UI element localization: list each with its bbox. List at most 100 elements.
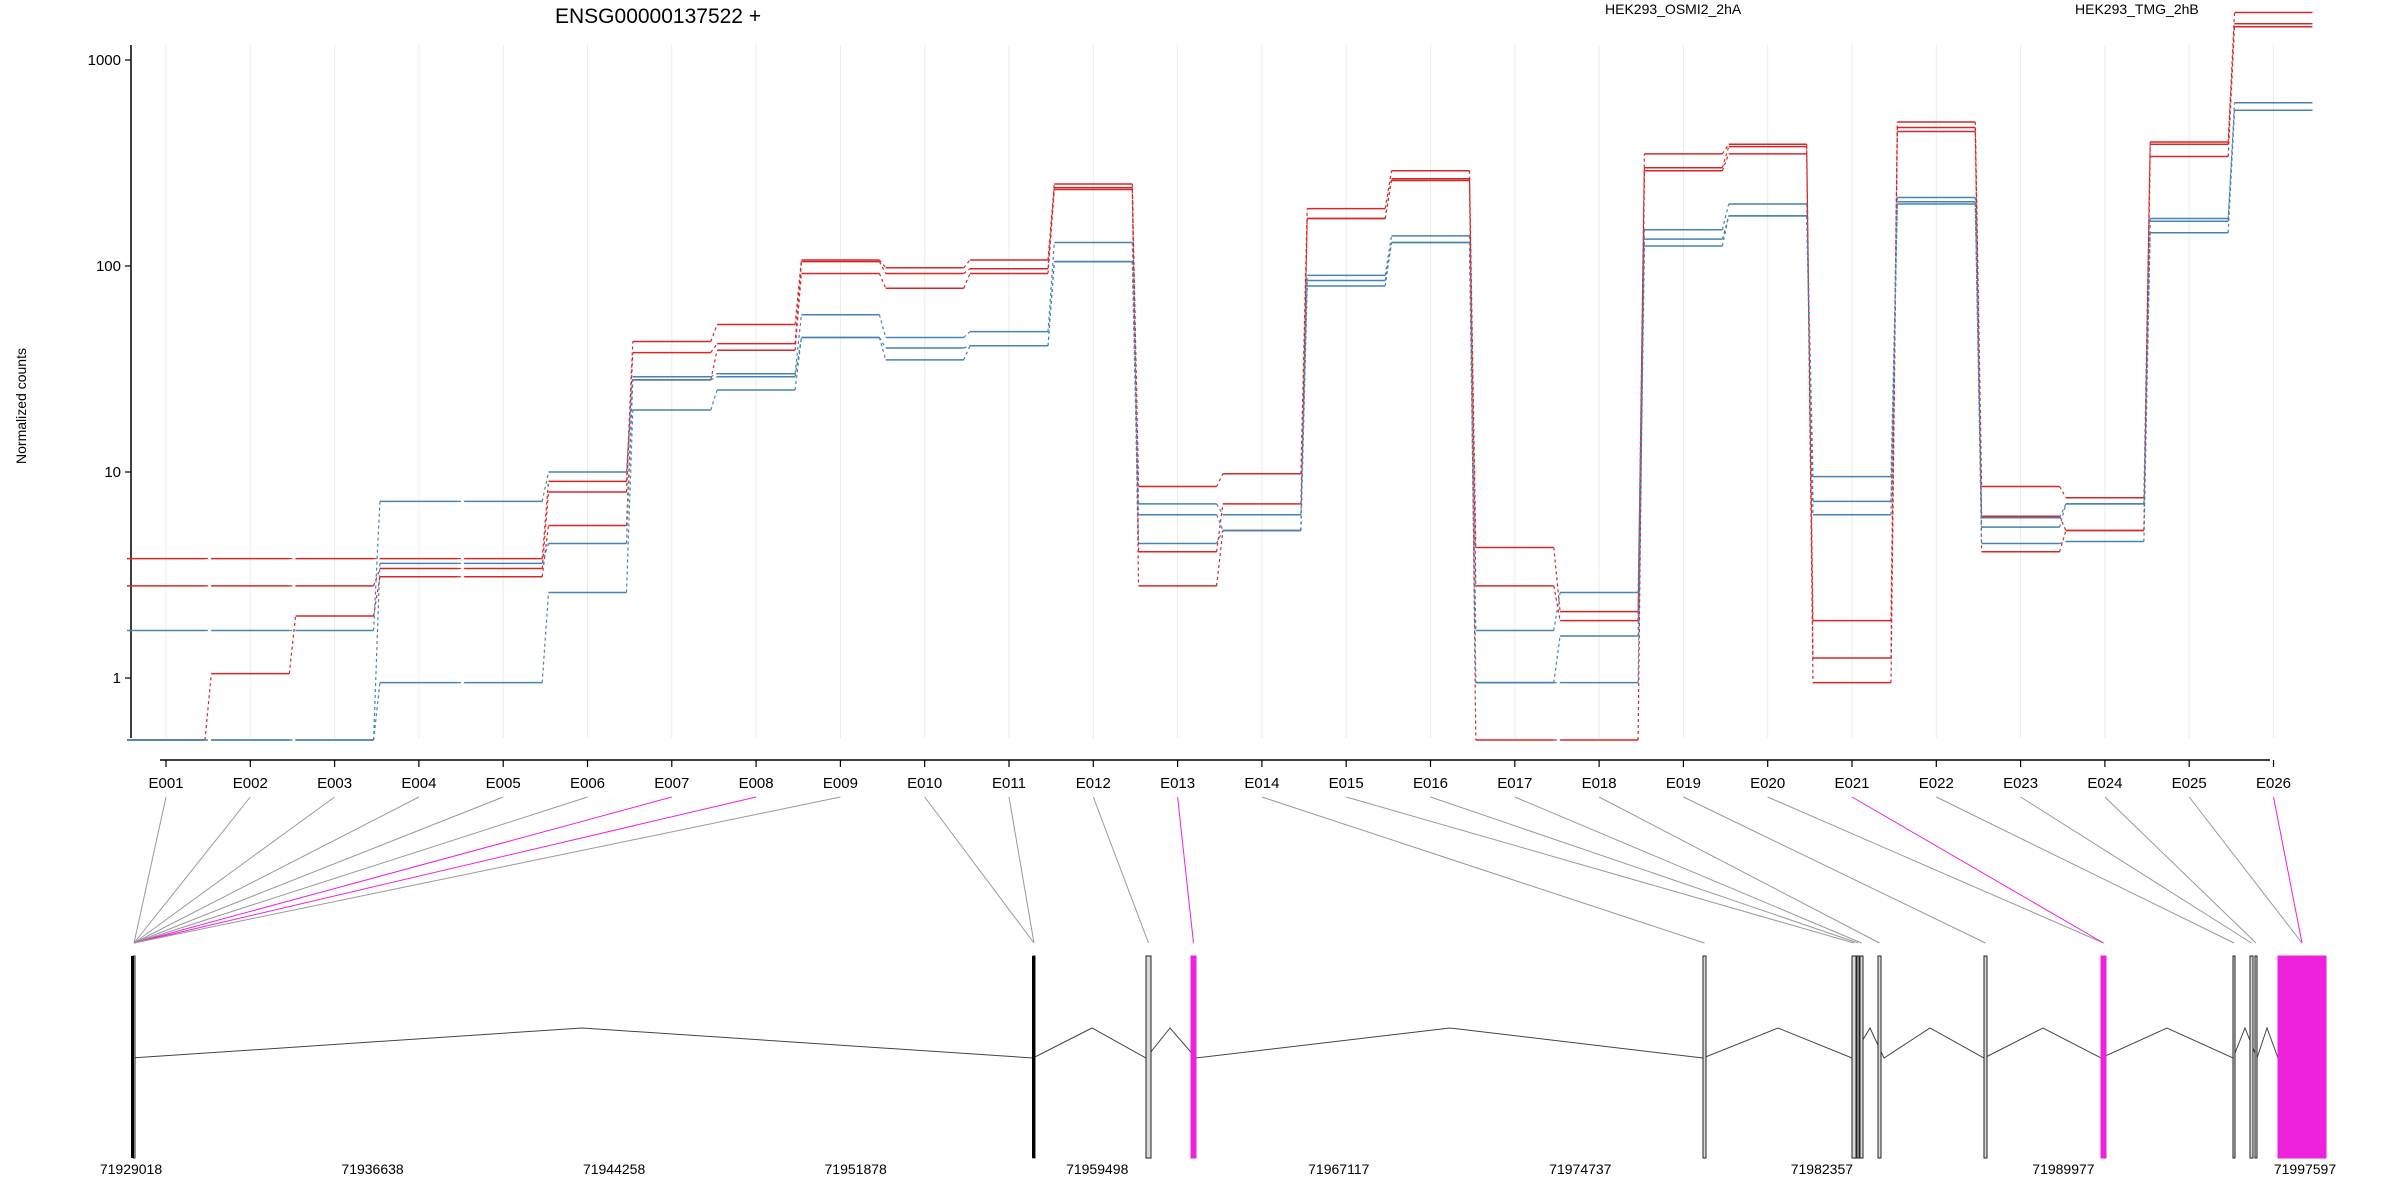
series-connector xyxy=(2227,110,2236,233)
exon-label: E004 xyxy=(401,775,436,792)
series-connector xyxy=(1637,239,1645,636)
series-connector xyxy=(2059,503,2067,518)
series-connector xyxy=(1553,592,1561,631)
series-connector xyxy=(710,376,718,381)
gene-model: 71929018 71936638 71944258 71951878 71959498… xyxy=(100,955,2336,1177)
exon-label: E015 xyxy=(1329,775,1364,792)
exon-box xyxy=(1856,955,1860,1159)
labels: ENSG00000137522 + HEK293_OSMI2_2hA HEK29… xyxy=(13,1,2199,464)
series-connector xyxy=(878,314,887,338)
exon-box xyxy=(1702,955,1707,1159)
series-connector xyxy=(373,576,381,617)
exon-label: E023 xyxy=(2003,775,2038,792)
exon-label: E026 xyxy=(2256,775,2291,792)
series-connector xyxy=(1216,530,1224,544)
series-connector xyxy=(963,259,971,269)
series-connector xyxy=(2059,515,2067,531)
series-connector xyxy=(878,273,887,289)
series-connector xyxy=(373,501,381,631)
series-connector xyxy=(541,481,550,559)
exon-connector xyxy=(1598,796,1880,944)
series-connector xyxy=(794,337,802,391)
series-connector xyxy=(963,268,971,274)
exon-connector xyxy=(1177,796,1194,944)
exon-label: E025 xyxy=(2172,775,2207,792)
series-connector xyxy=(2227,26,2236,157)
series-connector xyxy=(2059,486,2067,499)
series-5 xyxy=(127,109,2313,741)
exon-box xyxy=(2232,955,2236,1159)
genomic-tick-label: 71974737 xyxy=(1549,1161,1612,1177)
y-tick-label: 1 xyxy=(113,670,121,687)
exon-connector xyxy=(2273,796,2303,944)
series-connector xyxy=(794,337,802,377)
series-connector xyxy=(1890,131,1898,683)
exon-label: E007 xyxy=(654,775,689,792)
exon-label: E005 xyxy=(486,775,521,792)
series-connector xyxy=(204,673,212,741)
exon-box xyxy=(1032,956,1035,1158)
exon-label: E010 xyxy=(907,775,942,792)
exon-connector xyxy=(1767,796,2104,944)
exon-label: E022 xyxy=(1919,775,1954,792)
series-connector xyxy=(1553,547,1561,612)
exon-label: E020 xyxy=(1750,775,1785,792)
series-connector xyxy=(1806,215,1814,515)
series-connector xyxy=(878,261,887,274)
exon-connector xyxy=(133,796,504,944)
exon-label: E017 xyxy=(1497,775,1532,792)
exon-box xyxy=(1851,955,1857,1159)
exon-label: E008 xyxy=(739,775,774,792)
exon-label: E016 xyxy=(1413,775,1448,792)
series-connector xyxy=(963,273,971,289)
legend-entry-tmg: HEK293_TMG_2hB xyxy=(2075,1,2199,17)
series-connector xyxy=(1806,153,1814,683)
y-axis-label: Normalized counts xyxy=(13,348,29,464)
series-connector xyxy=(1637,246,1645,683)
exon-connector xyxy=(924,796,1035,944)
legend-entry-osmi2: HEK293_OSMI2_2hA xyxy=(1605,1,1742,17)
series-connector xyxy=(2143,141,2151,498)
exon-connector xyxy=(1936,796,2235,944)
series-connector xyxy=(2059,540,2067,545)
genomic-tick-label: 71951878 xyxy=(825,1161,888,1177)
series-connector xyxy=(1468,242,1477,683)
genomic-tick-label: 71929018 xyxy=(100,1161,163,1177)
series-connector xyxy=(1216,514,1224,531)
series-connector xyxy=(878,337,887,361)
genomic-tick-label: 71982357 xyxy=(1791,1161,1854,1177)
exon-connector xyxy=(1430,796,1859,944)
series-connector xyxy=(625,352,634,492)
exon-connector xyxy=(133,796,420,944)
exon-label: E009 xyxy=(823,775,858,792)
intron-line xyxy=(130,1026,2279,1060)
series-connector xyxy=(541,491,550,569)
series-connector xyxy=(963,331,971,338)
series-connector xyxy=(1890,203,1898,515)
series-connector xyxy=(1721,153,1730,171)
exon-box xyxy=(2249,955,2254,1159)
series-connector xyxy=(1047,189,1055,274)
series-connector xyxy=(1721,143,1730,155)
series-connector xyxy=(2143,221,2151,504)
exon-connector xyxy=(1514,796,1862,944)
genomic-tick-label: 71967117 xyxy=(1308,1161,1369,1177)
exon-box xyxy=(1145,955,1152,1159)
series-connector xyxy=(963,345,971,349)
y-tick-label: 100 xyxy=(96,258,121,275)
series-connector xyxy=(1047,242,1055,332)
series-connector xyxy=(1974,201,1983,528)
series-connector xyxy=(794,273,802,351)
exon-connector xyxy=(133,796,757,944)
exon-label: E006 xyxy=(570,775,605,792)
series-connector xyxy=(1890,201,1898,502)
series-lines xyxy=(127,11,2313,741)
series-connector xyxy=(1806,146,1814,659)
series-connector xyxy=(1637,153,1645,612)
series-connector xyxy=(1300,275,1308,515)
exon-connector xyxy=(1092,796,1149,944)
series-connector xyxy=(373,682,381,741)
series-connector xyxy=(2059,503,2067,528)
series-connector xyxy=(1300,285,1308,531)
